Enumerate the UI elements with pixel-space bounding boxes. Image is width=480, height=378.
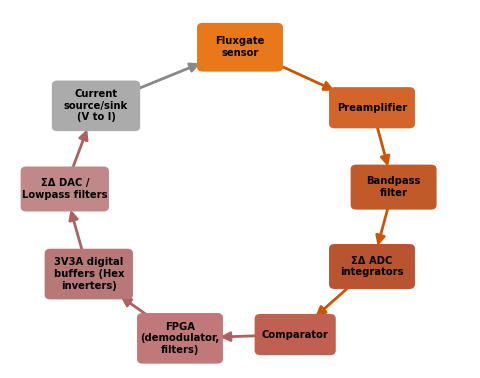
Text: Fluxgate
sensor: Fluxgate sensor [216,36,264,58]
Text: 3V3A digital
buffers (Hex
inverters): 3V3A digital buffers (Hex inverters) [54,257,124,291]
FancyBboxPatch shape [350,165,437,209]
Text: ΣΔ DAC /
Lowpass filters: ΣΔ DAC / Lowpass filters [22,178,108,200]
FancyBboxPatch shape [329,87,415,129]
FancyBboxPatch shape [21,167,109,212]
FancyBboxPatch shape [45,249,133,299]
FancyBboxPatch shape [329,244,415,289]
FancyBboxPatch shape [197,23,283,72]
FancyBboxPatch shape [254,314,336,355]
FancyBboxPatch shape [52,81,140,131]
Text: FPGA
(demodulator,
filters): FPGA (demodulator, filters) [140,322,220,355]
Text: Bandpass
filter: Bandpass filter [366,176,421,198]
Text: Comparator: Comparator [262,330,329,339]
FancyBboxPatch shape [137,313,223,364]
Text: ΣΔ ADC
integrators: ΣΔ ADC integrators [340,256,404,277]
Text: Preamplifier: Preamplifier [337,103,407,113]
Text: Current
source/sink
(V to I): Current source/sink (V to I) [64,89,128,122]
